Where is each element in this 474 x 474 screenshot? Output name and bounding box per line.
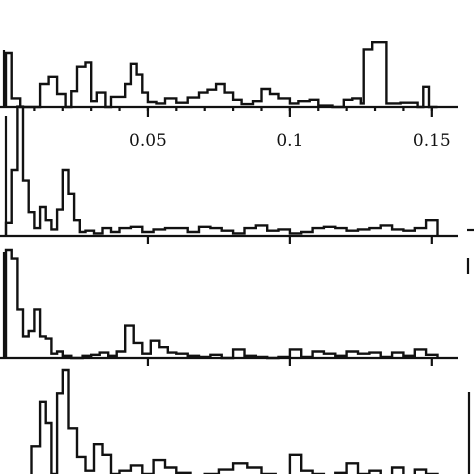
histogram-bin [23,336,29,358]
histogram-bin [32,446,41,474]
histogram-bin [57,94,66,107]
histogram-bin [94,444,103,474]
histogram-bin [364,49,373,107]
histogram-bin [134,343,143,358]
histogram-bin [256,225,267,236]
histogram-bin [233,349,244,358]
histogram-bin [347,463,358,474]
histogram-bin [131,465,142,474]
histogram-bin [69,428,78,474]
histogram-bin [125,326,134,358]
histogram-bin [188,98,199,107]
histogram-bin [426,220,437,236]
histogram-bin [111,97,125,107]
x-tick-label: 0.1 [276,131,303,151]
histogram-outline [30,368,439,474]
x-tick-label: 0.15 [413,131,451,151]
histogram-bin [208,90,217,107]
histogram-panel-second [0,105,474,244]
histogram-outline [4,105,439,236]
histogram-panel-top: 0.05 0.1 0.15 [0,41,458,151]
histogram-outline [4,41,438,109]
histogram-outline [4,248,439,360]
histogram-bin [415,349,426,358]
histogram-panel-third [0,248,470,366]
histogram-bin [290,349,301,358]
histogram-bin [77,457,86,474]
histogram-bin [131,227,142,236]
histogram-bin [262,89,271,107]
histogram-bin [199,93,208,107]
histogram-bin [103,455,112,474]
histogram-bin [290,455,301,474]
histogram-bin [381,225,392,236]
histogram-bin [151,341,160,358]
histogram-bin [270,94,279,107]
histogram-bin [225,93,234,107]
histogram-bin [159,347,168,358]
histogram-bin [233,463,247,474]
histogram-bin [97,93,106,107]
histogram-bin [49,77,58,107]
x-tick-label: 0.05 [129,131,167,151]
histogram-bin [352,98,361,107]
histogram-bin [324,227,335,236]
histogram-bin [279,98,290,107]
histogram-bin [216,84,225,107]
histogram-bin [40,84,49,107]
histogram-bin [372,42,386,107]
histogram-panel-bottom [30,368,471,474]
histogram-bin [154,460,165,474]
histogram-bin [199,227,210,236]
histogram-bin [165,98,176,107]
histogram-bin [77,67,86,107]
